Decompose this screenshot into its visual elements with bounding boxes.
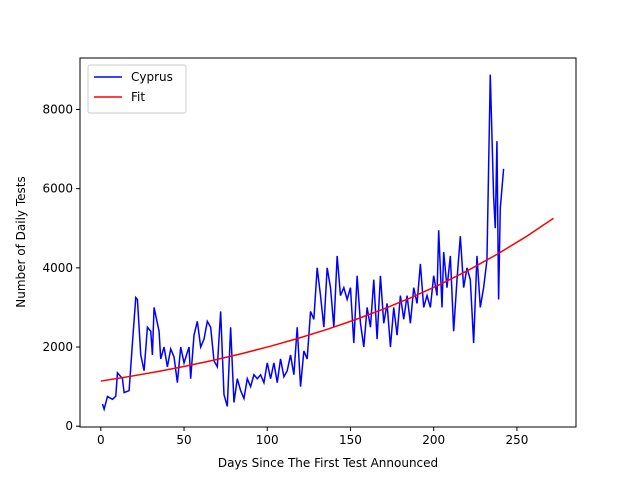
y-tick-label: 6000	[42, 182, 73, 196]
x-tick-label: 250	[505, 433, 528, 447]
series-line	[101, 74, 505, 412]
y-tick-label: 0	[65, 419, 73, 433]
y-tick-label: 8000	[42, 102, 73, 116]
x-tick-label: 100	[256, 433, 279, 447]
x-tick-label: 200	[422, 433, 445, 447]
y-tick-label: 2000	[42, 340, 73, 354]
series-line	[100, 217, 554, 382]
y-tick-label: 4000	[42, 261, 73, 275]
x-tick-label: 50	[176, 433, 191, 447]
legend-label: Fit	[131, 90, 145, 104]
x-tick-label: 150	[339, 433, 362, 447]
x-axis-label: Days Since The First Test Announced	[218, 456, 438, 470]
y-axis-label: Number of Daily Tests	[14, 176, 28, 307]
plot-frame	[79, 57, 577, 428]
x-tick-label: 0	[97, 433, 105, 447]
legend-label: Cyprus	[131, 70, 173, 84]
